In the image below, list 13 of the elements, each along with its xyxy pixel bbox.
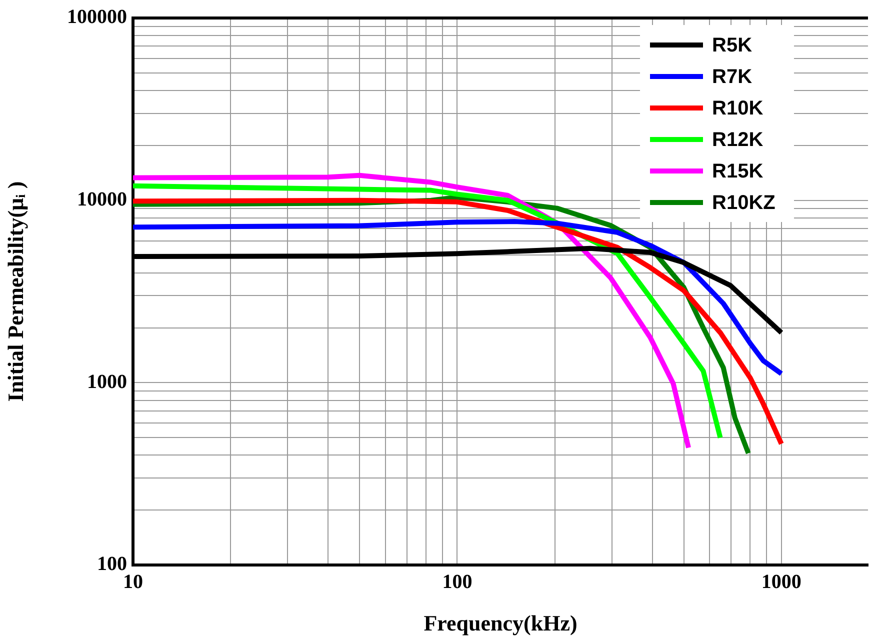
legend-label: R5K <box>712 34 753 57</box>
x-axis-title: Frequency(kHz) <box>424 610 578 636</box>
x-tick-label: 100 <box>442 571 472 594</box>
legend-label: R7K <box>712 66 753 88</box>
legend-label: R10K <box>712 98 764 120</box>
legend-label: R10KZ <box>712 192 776 214</box>
legend-label: R15K <box>712 160 764 183</box>
y-tick-label: 1000 <box>87 370 127 393</box>
legend-label: R12K <box>712 129 764 152</box>
y-tick-label: 100000 <box>67 6 127 28</box>
x-tick-label: 1000 <box>761 571 802 594</box>
y-tick-label: 10000 <box>77 188 127 211</box>
y-axis-title: Initial Permeability(μᵢ ) <box>2 181 28 402</box>
